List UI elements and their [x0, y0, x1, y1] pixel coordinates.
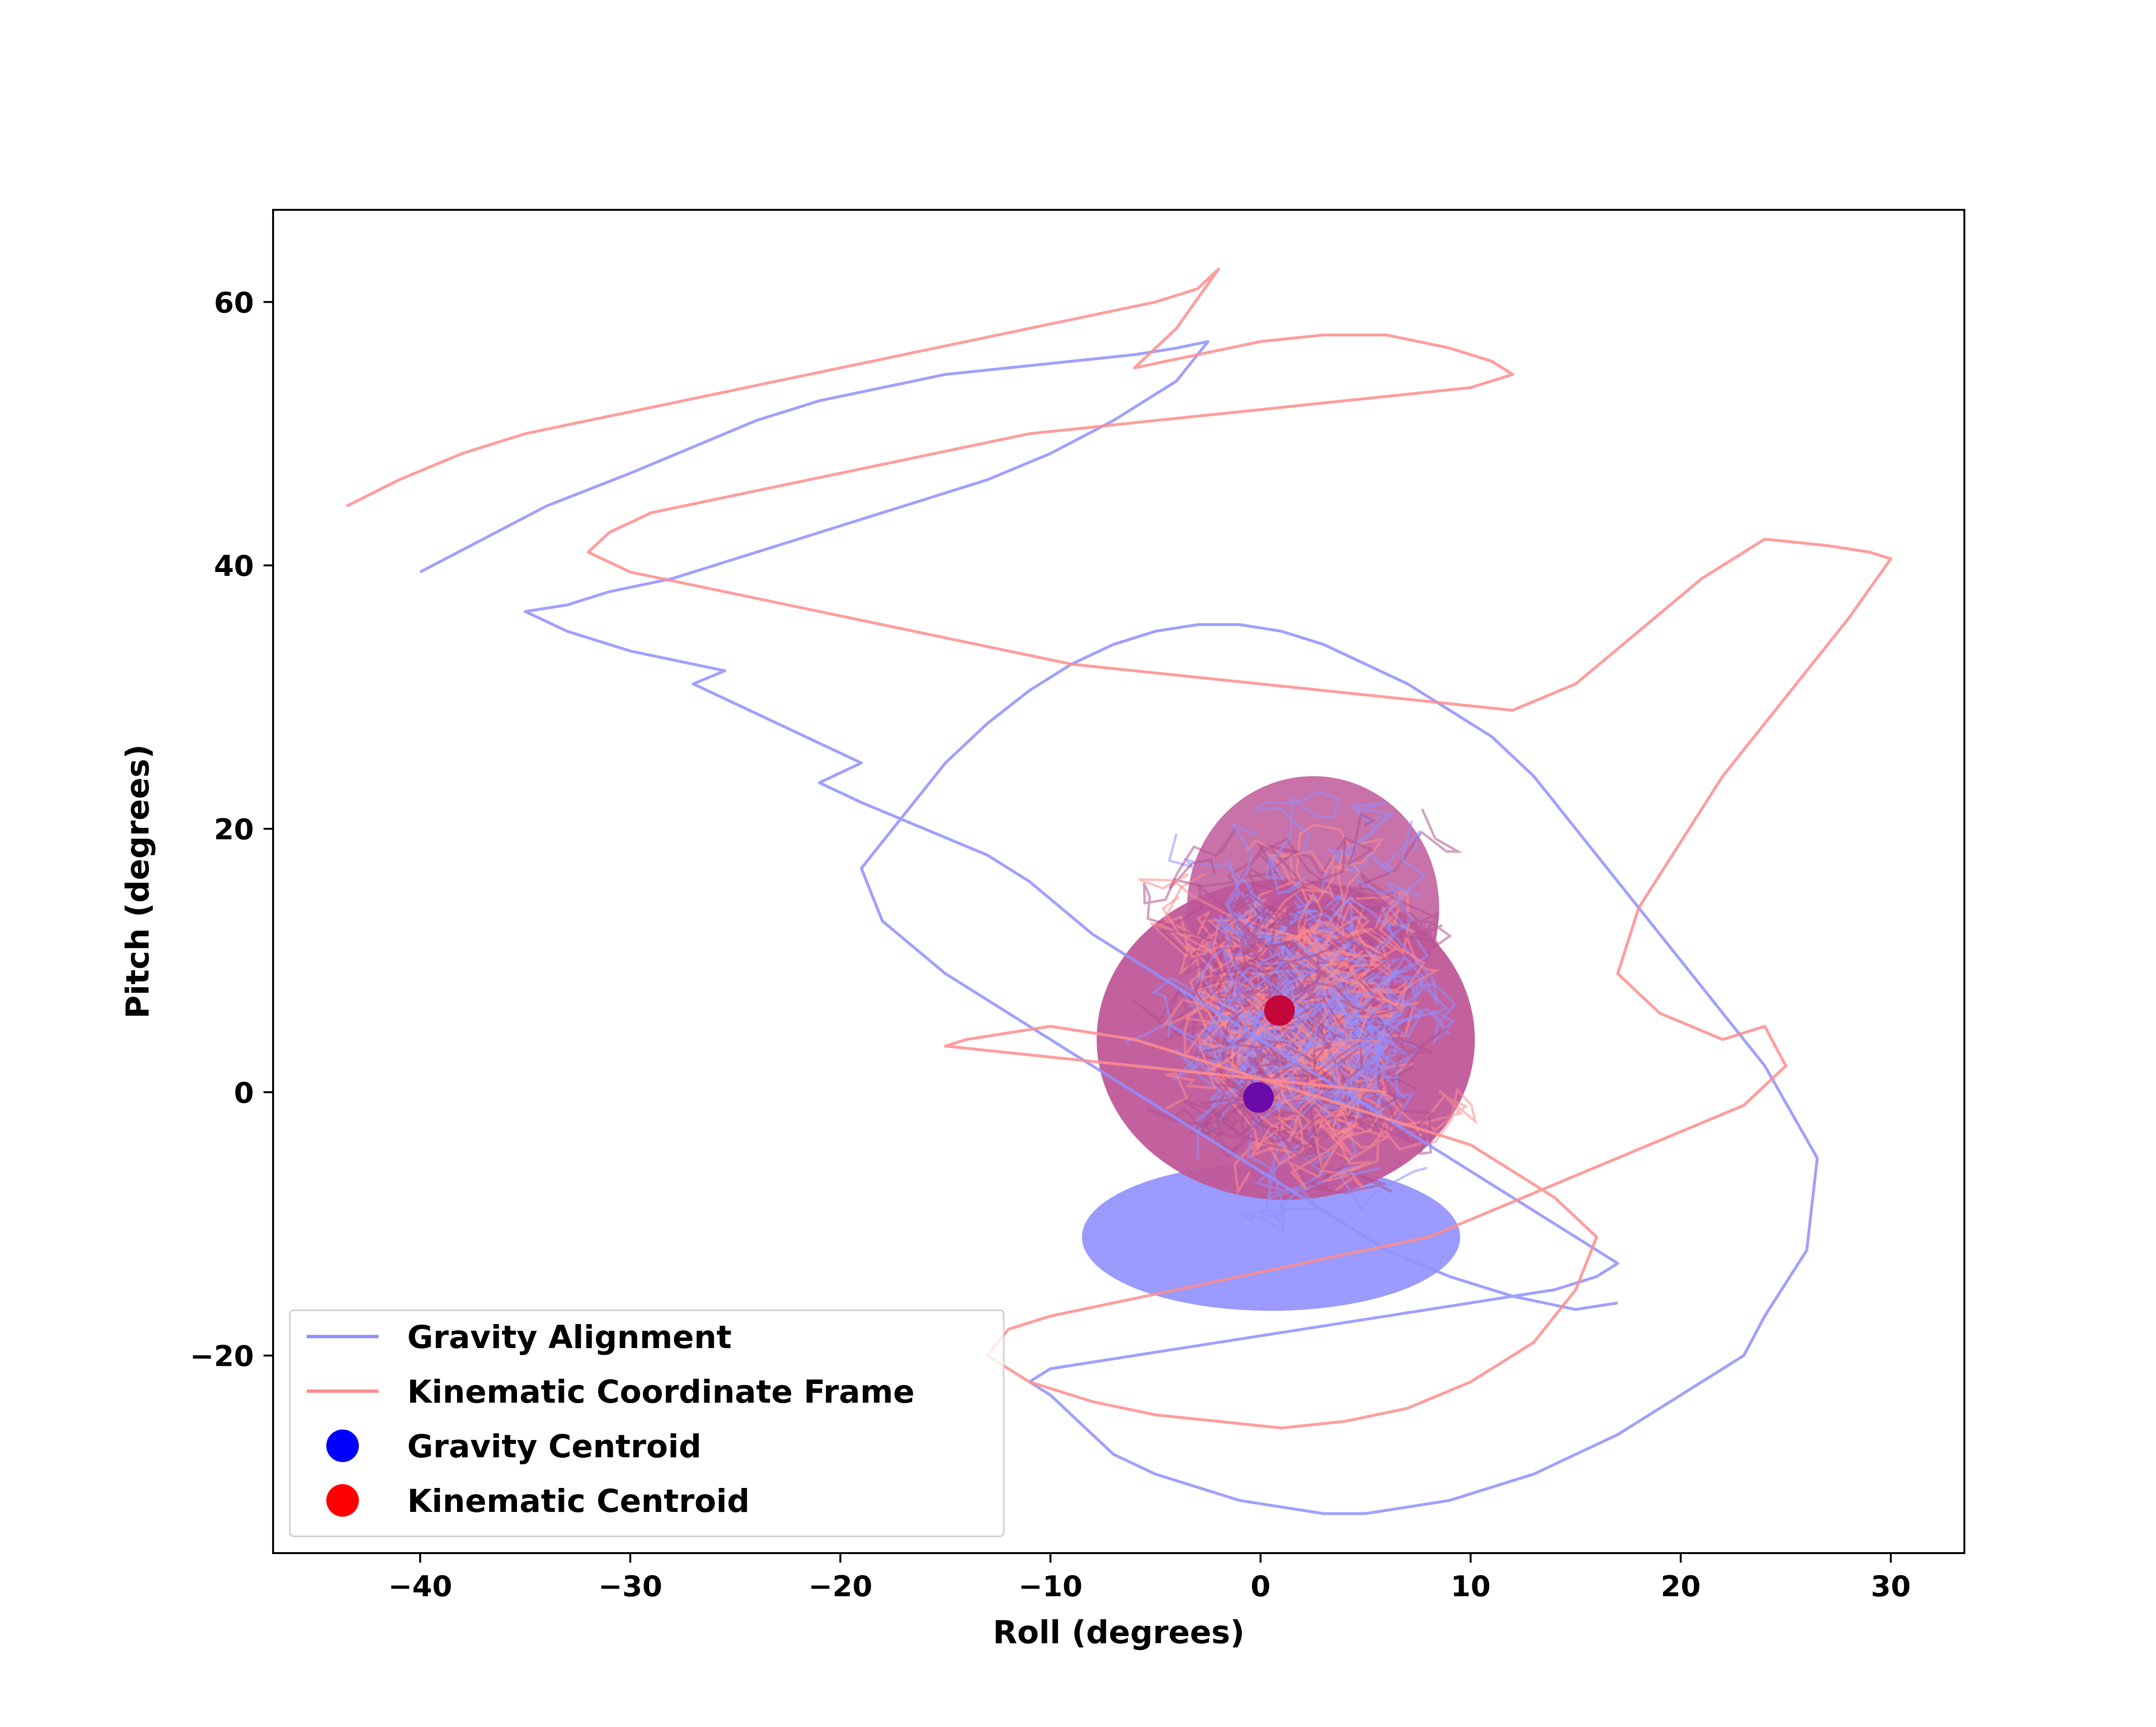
axis-ticks: −40 −30 −20 −10 0 10 20 30 −20 0 20 40 60: [190, 286, 1911, 1603]
x-tick-label: −40: [388, 1570, 452, 1603]
x-axis-label: Roll (degrees): [993, 1614, 1244, 1651]
x-tick-label: 0: [1250, 1570, 1271, 1603]
x-tick-label: 30: [1871, 1570, 1911, 1603]
y-tick-label: 0: [234, 1076, 254, 1110]
x-tick-label: 10: [1451, 1570, 1491, 1603]
kinematic-frame-line: [346, 267, 1892, 1430]
gravity-dense-region: [1082, 1163, 1460, 1311]
gravity-centroid-point: [1243, 1082, 1274, 1113]
tangle-trajectory: [1210, 1059, 1371, 1190]
tangle-trajectory: [1214, 936, 1351, 1129]
legend-label: Gravity Alignment: [407, 1319, 732, 1356]
y-axis-label: Pitch (degrees): [119, 744, 156, 1019]
legend-label: Gravity Centroid: [407, 1428, 701, 1465]
tangle-trajectory: [1195, 823, 1317, 1039]
legend-dot-swatch: [326, 1484, 359, 1517]
legend-box: [289, 1309, 1005, 1537]
x-tick-label: −10: [1019, 1570, 1083, 1603]
gravity-alignment-line: [419, 340, 1819, 1515]
legend: Gravity Alignment Kinematic Coordinate Fr…: [289, 1309, 1005, 1537]
x-tick-label: 20: [1661, 1570, 1701, 1603]
x-tick-label: −20: [808, 1570, 872, 1603]
tangle-trajectory: [1207, 830, 1422, 1086]
y-tick-label: 20: [214, 813, 254, 846]
kinematic-centroid-point: [1264, 995, 1295, 1026]
tangle-trajectory: [1200, 812, 1376, 998]
y-tick-label: −20: [190, 1340, 254, 1373]
plot-layer: [346, 267, 1892, 1515]
tangle-trajectory: [1237, 1120, 1380, 1232]
tangle-trajectory: [1242, 904, 1392, 1013]
y-tick-label: 40: [214, 549, 254, 583]
x-tick-label: −30: [598, 1570, 663, 1603]
legend-label: Kinematic Coordinate Frame: [407, 1373, 915, 1410]
tangle-trajectory: [1316, 1024, 1409, 1114]
legend-dot-swatch: [326, 1430, 359, 1462]
legend-label: Kinematic Centroid: [407, 1483, 750, 1520]
tangle-trajectory: [1245, 998, 1345, 1157]
y-tick-label: 60: [214, 286, 254, 320]
